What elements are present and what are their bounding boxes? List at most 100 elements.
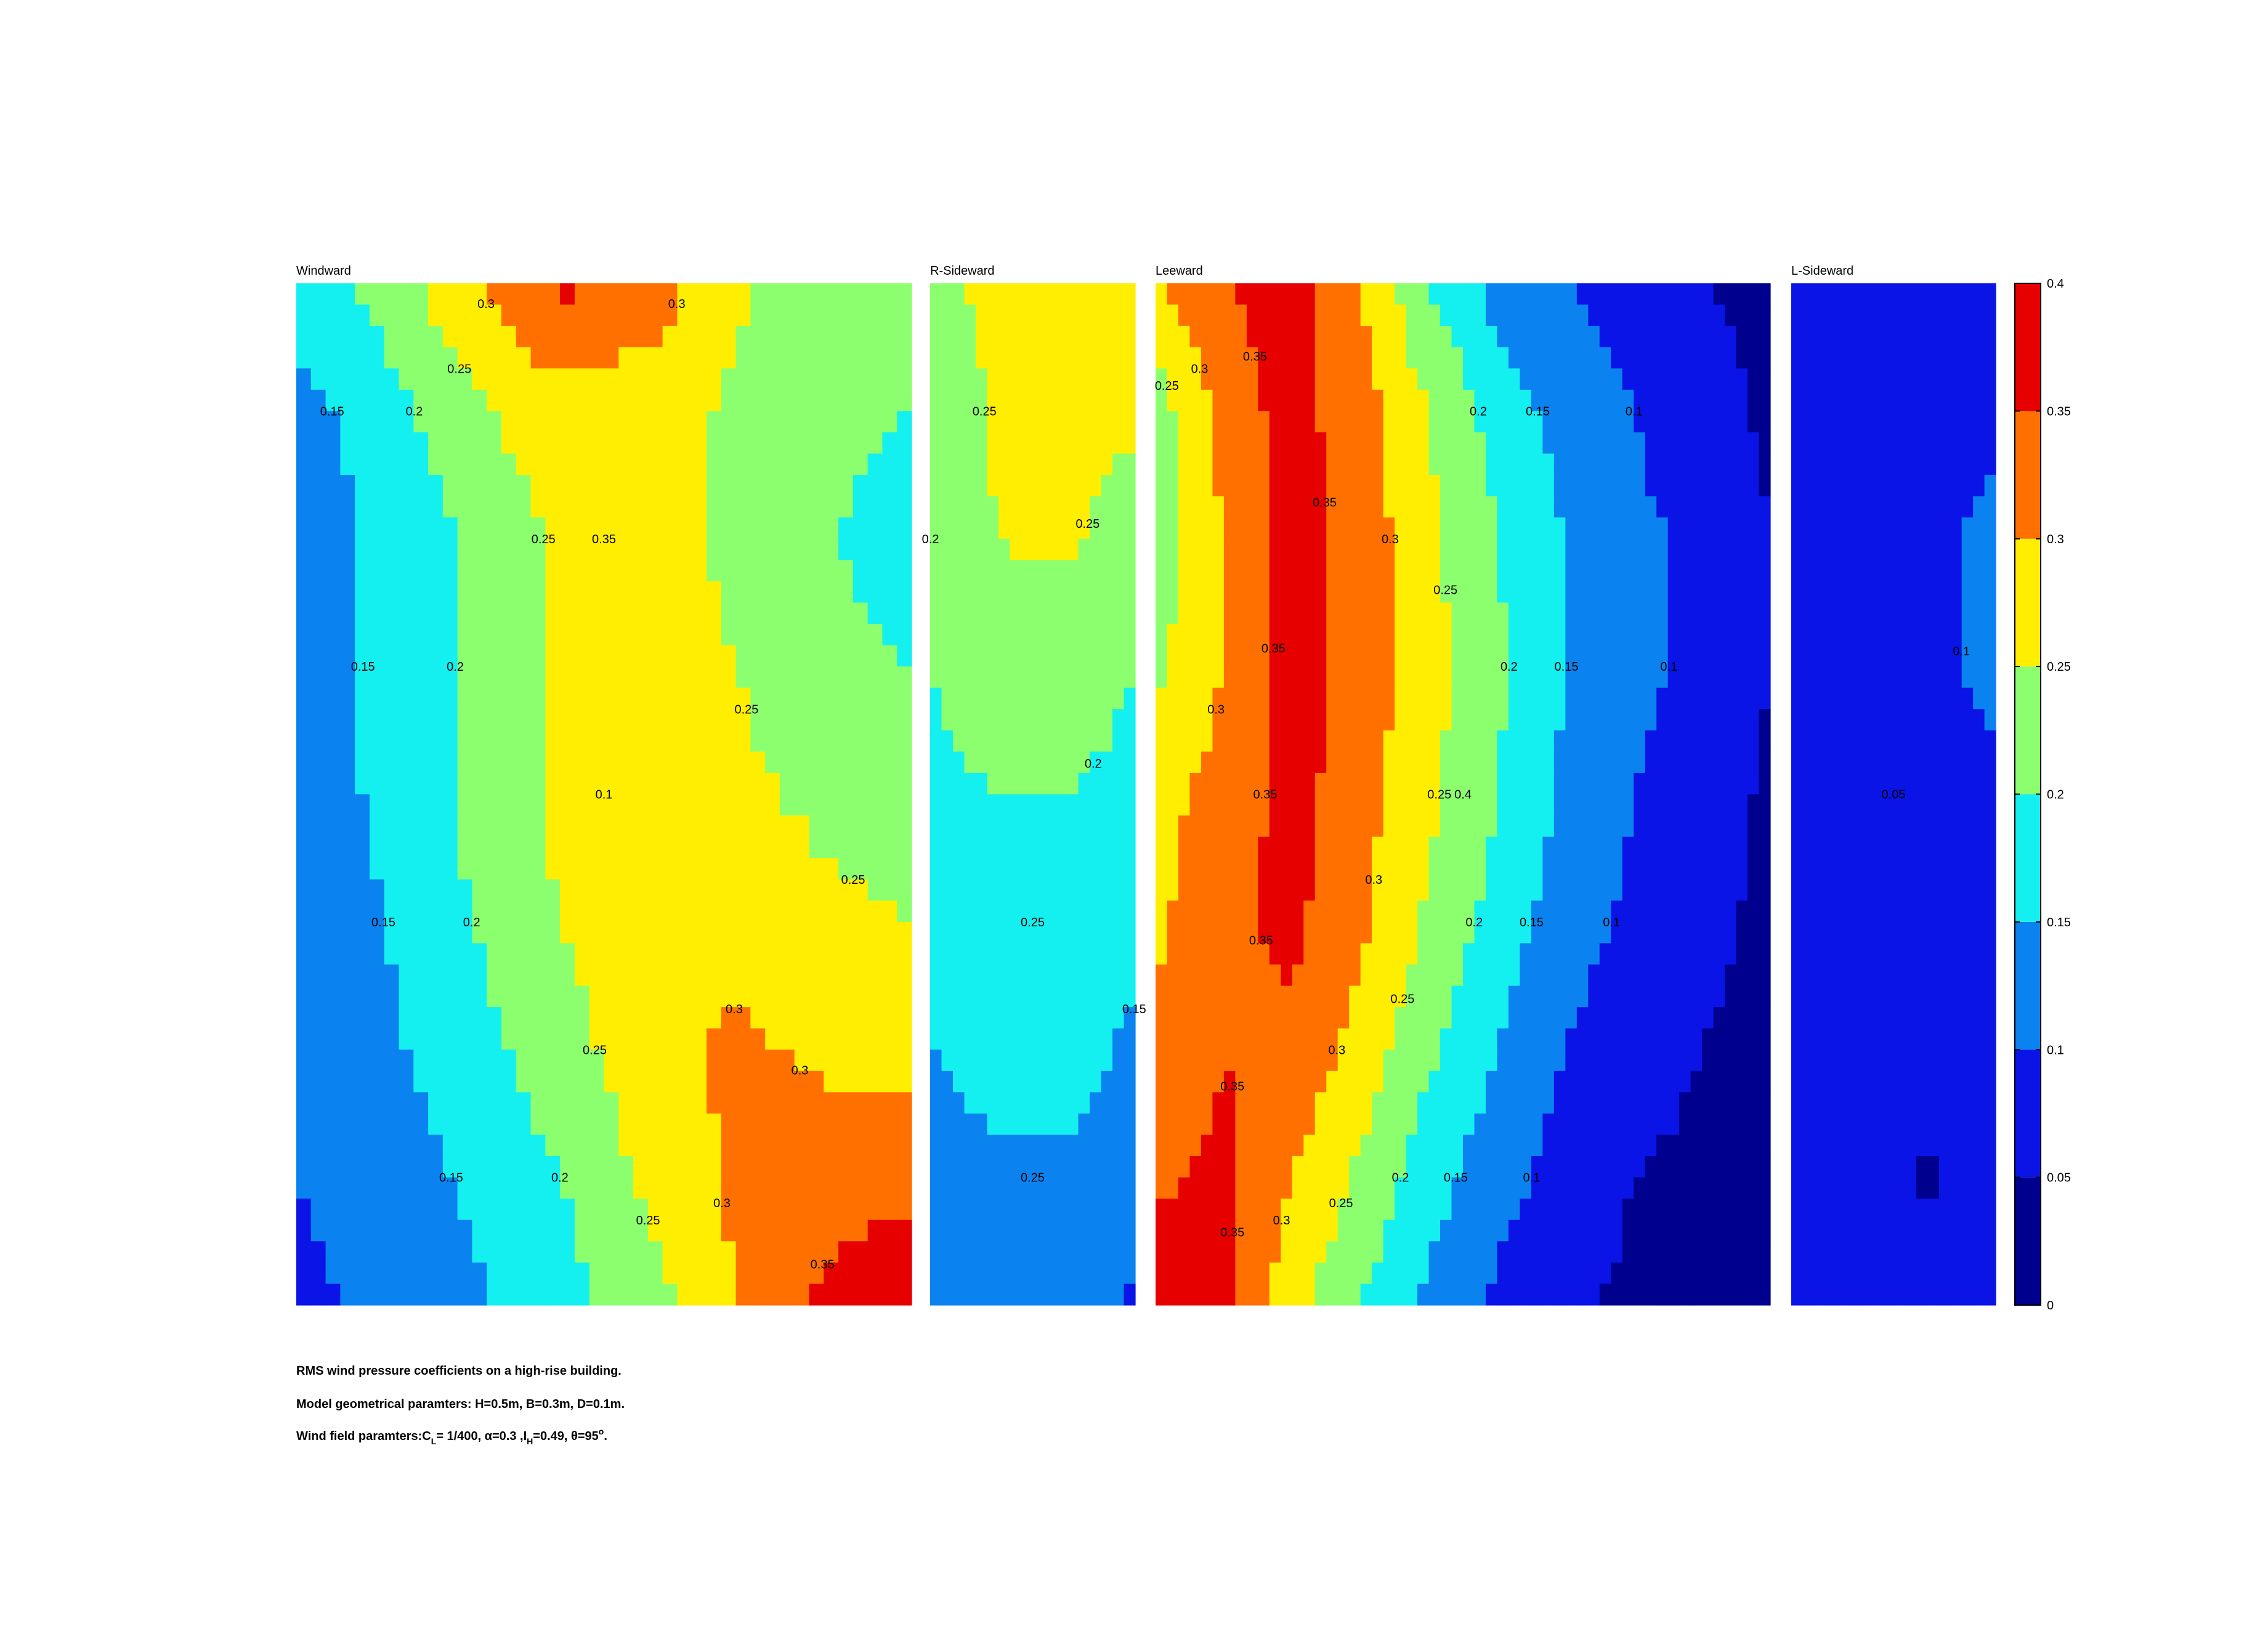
contour-cell	[1167, 709, 1179, 731]
contour-cell	[953, 602, 965, 625]
contour-cell	[1485, 347, 1498, 369]
contour-cell	[707, 1050, 722, 1072]
contour-cell	[1055, 304, 1067, 326]
contour-cell	[355, 1028, 370, 1050]
contour-cell	[1292, 1113, 1304, 1136]
contour-cell	[964, 730, 976, 752]
contour-cell	[340, 453, 355, 475]
contour-cell	[1372, 1070, 1384, 1093]
contour-cell	[853, 453, 869, 475]
contour-cell	[1645, 304, 1657, 326]
contour-cell	[1406, 815, 1418, 838]
contour-cell	[976, 879, 988, 901]
contour-cell	[384, 943, 400, 965]
contour-cell	[487, 432, 502, 455]
contour-cell	[1010, 1177, 1022, 1199]
contour-cell	[487, 602, 502, 625]
contour-cell	[310, 772, 326, 795]
contour-cell	[1428, 368, 1441, 390]
contour-cell	[1281, 666, 1293, 689]
contour-cell	[442, 815, 458, 838]
contour-cell	[735, 965, 751, 987]
contour-cell	[1167, 730, 1179, 752]
contour-cell	[953, 411, 965, 433]
contour-cell	[1124, 517, 1136, 540]
contour-cell	[1021, 836, 1034, 859]
contour-cell	[589, 1177, 605, 1199]
contour-cell	[721, 1113, 737, 1136]
contour-cell	[413, 1050, 429, 1072]
contour-cell	[1021, 1007, 1034, 1029]
contour-cell	[1010, 751, 1022, 774]
contour-cell	[340, 879, 355, 901]
contour-cell	[998, 1092, 1011, 1114]
contour-cell	[853, 794, 869, 816]
contour-cell	[1395, 921, 1407, 944]
contour-cell	[604, 645, 619, 667]
contour-cell	[1679, 687, 1691, 710]
contour-cell	[998, 730, 1011, 752]
contour-cell	[399, 432, 414, 455]
contour-cell	[987, 475, 999, 497]
contour-cell	[1588, 538, 1600, 560]
contour-cell	[589, 1156, 605, 1178]
contour-cell	[1010, 1134, 1022, 1157]
contour-cell	[1337, 1092, 1350, 1114]
contour-cell	[987, 581, 999, 604]
contour-cell	[1212, 517, 1225, 540]
contour-cell	[1565, 1028, 1577, 1050]
contour-cell	[1531, 879, 1543, 901]
contour-cell	[794, 304, 810, 326]
contour-cell	[1212, 1113, 1225, 1136]
contour-cell	[1508, 879, 1521, 901]
contour-cell	[340, 687, 355, 710]
contour-cell	[1474, 1028, 1486, 1050]
contour-cell	[1679, 709, 1691, 731]
contour-cell	[1679, 858, 1691, 880]
contour-cell	[1634, 836, 1646, 859]
contour-cell	[882, 411, 897, 433]
contour-cell	[1156, 517, 1168, 540]
contour-cell	[1055, 858, 1067, 880]
contour-cell	[1679, 453, 1691, 475]
contour-cell	[1485, 772, 1498, 795]
contour-cell	[897, 1199, 912, 1221]
contour-cell	[633, 836, 649, 859]
contour-cell	[735, 624, 751, 646]
contour-cell	[1124, 645, 1136, 667]
contour-cell	[1656, 538, 1669, 560]
contour-cell	[987, 453, 999, 475]
contour-cell	[1463, 453, 1475, 475]
contour-cell	[369, 900, 385, 923]
contour-cell	[1736, 432, 1748, 455]
contour-cell	[399, 1007, 414, 1029]
contour-cell	[1112, 730, 1125, 752]
contour-cell	[1269, 709, 1281, 731]
contour-cell	[1542, 304, 1555, 326]
contour-cell	[794, 943, 810, 965]
contour-cell	[677, 1199, 692, 1221]
contour-cell	[1010, 1050, 1022, 1072]
contour-cell	[1759, 1028, 1771, 1050]
contour-cell	[1485, 389, 1498, 411]
contour-cell	[794, 517, 810, 540]
contour-cell	[867, 858, 883, 880]
contour-cell	[413, 368, 429, 390]
contour-cell	[867, 1177, 883, 1199]
contour-cell	[1634, 624, 1646, 646]
contour-cell	[838, 1284, 854, 1306]
contour-cell	[1189, 687, 1202, 710]
contour-cell	[1520, 687, 1532, 710]
contour-cell	[1497, 645, 1509, 667]
contour-cell	[1044, 1219, 1056, 1242]
contour-cell	[677, 1092, 692, 1114]
contour-cell	[735, 368, 751, 390]
contour-cell	[1281, 475, 1293, 497]
contour-cell	[1736, 602, 1748, 625]
contour-cell	[1314, 751, 1327, 774]
contour-cell	[1599, 581, 1611, 604]
contour-cell	[1679, 304, 1691, 326]
contour-cell	[677, 283, 692, 305]
contour-cell	[1576, 1007, 1589, 1029]
contour-cell	[1314, 687, 1327, 710]
